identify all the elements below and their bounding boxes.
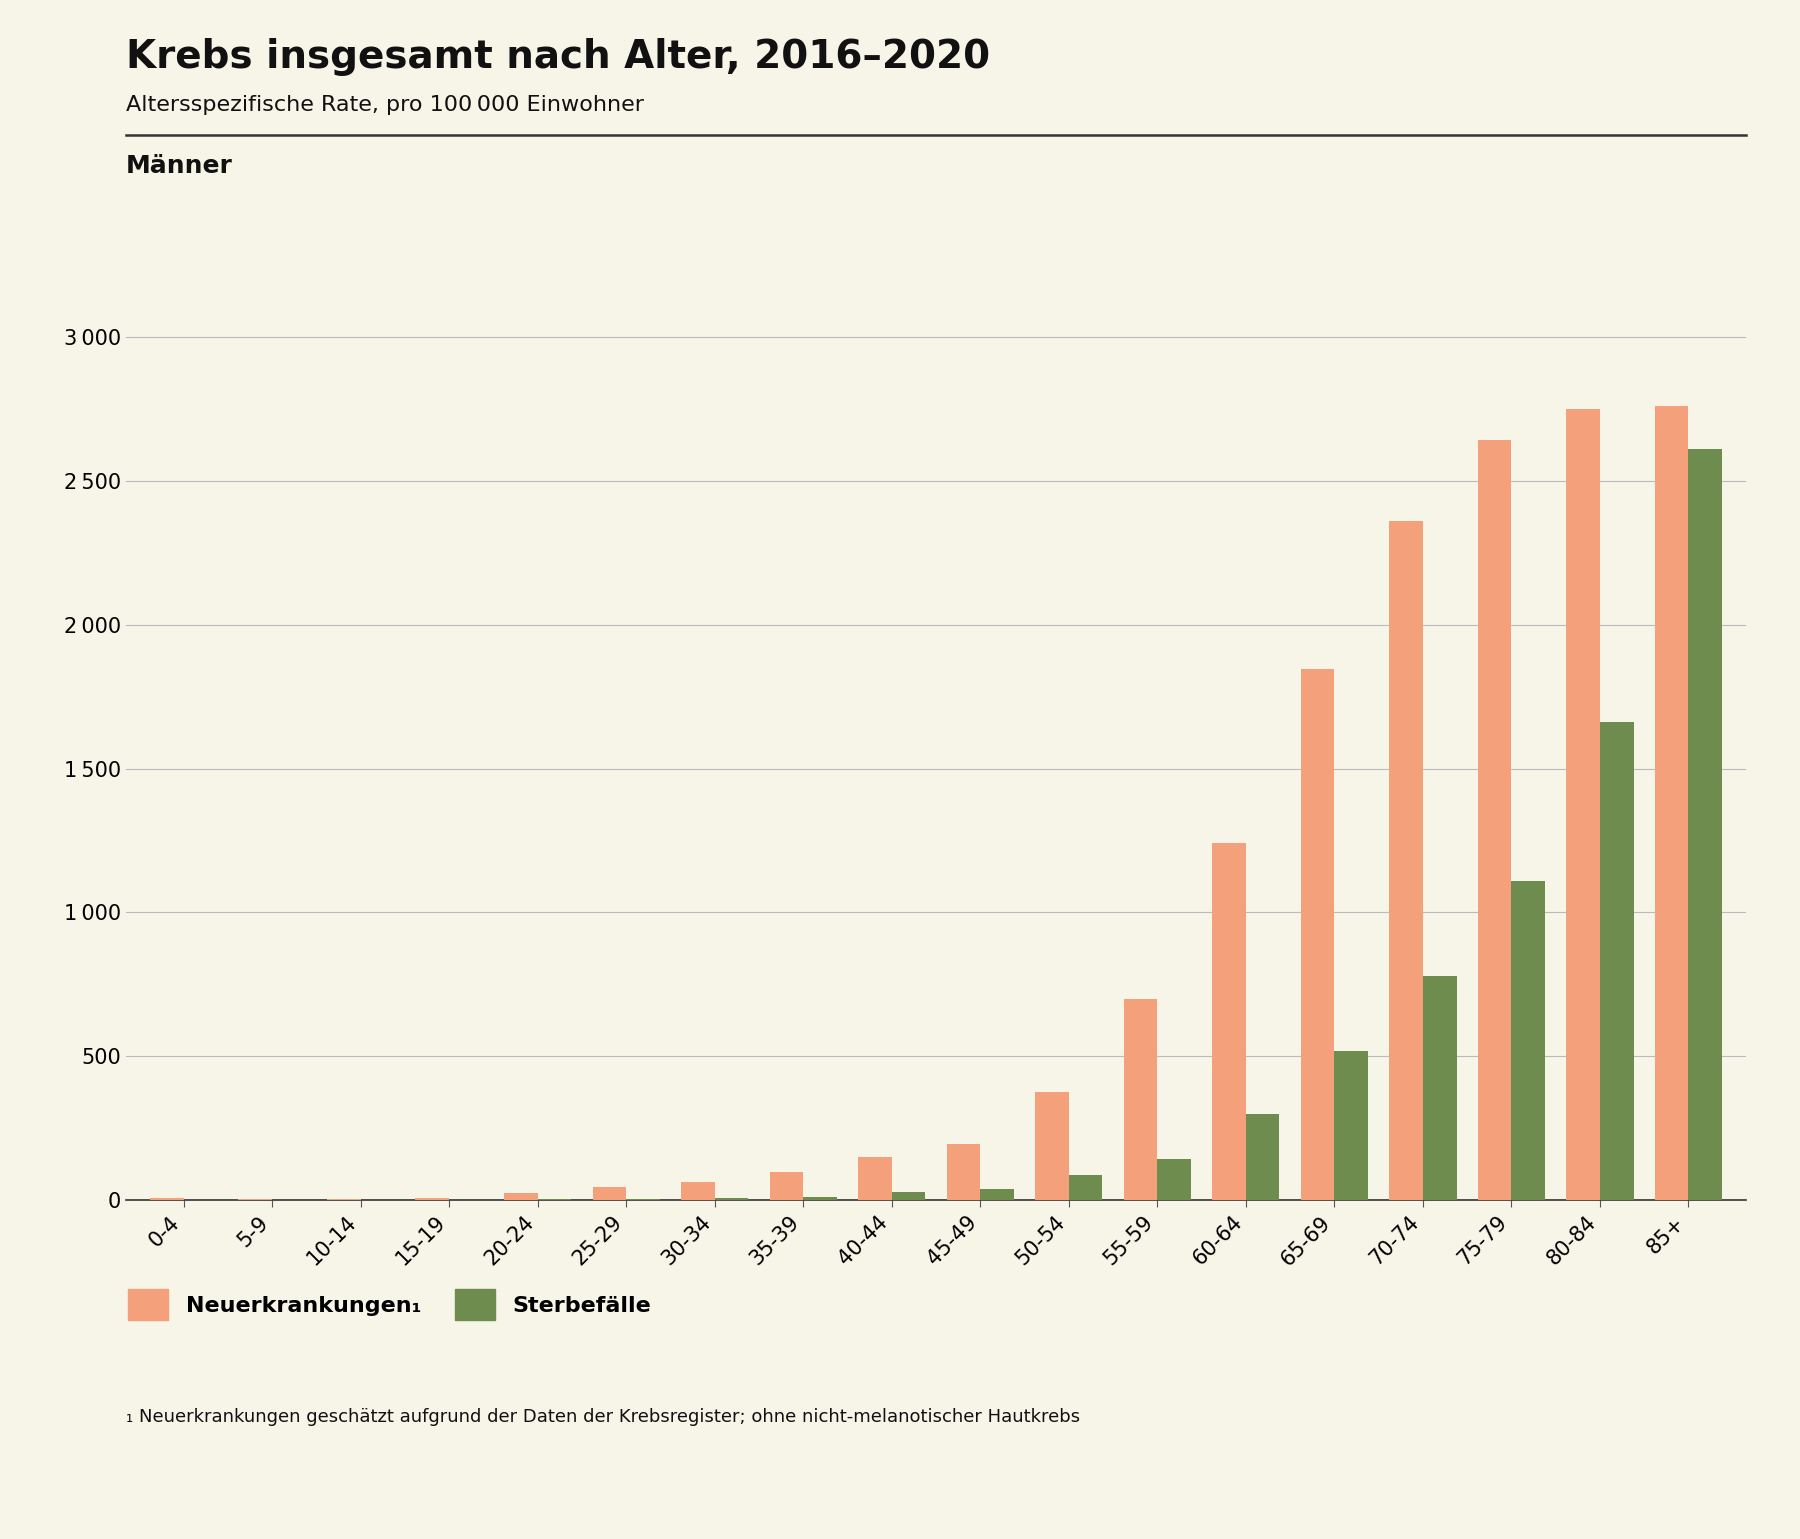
Bar xyxy=(592,1188,626,1200)
Bar xyxy=(1512,880,1544,1200)
Bar xyxy=(504,1193,538,1200)
Bar xyxy=(1211,843,1246,1200)
Text: Krebs insgesamt nach Alter, 2016–2020: Krebs insgesamt nach Alter, 2016–2020 xyxy=(126,38,990,77)
Bar xyxy=(1566,408,1600,1200)
Bar xyxy=(859,1157,891,1200)
Bar xyxy=(1600,722,1634,1200)
Bar xyxy=(416,1199,450,1200)
Bar xyxy=(1334,1051,1368,1200)
Bar xyxy=(770,1171,803,1200)
Text: Männer: Männer xyxy=(126,154,232,179)
Bar xyxy=(1390,520,1422,1200)
Bar xyxy=(891,1191,925,1200)
Bar xyxy=(981,1190,1013,1200)
Bar xyxy=(1478,440,1512,1200)
Bar xyxy=(1422,976,1456,1200)
Bar xyxy=(1246,1114,1280,1200)
Bar xyxy=(715,1199,749,1200)
Bar xyxy=(680,1182,715,1200)
Bar xyxy=(803,1197,837,1200)
Bar xyxy=(1035,1093,1069,1200)
Legend: Neuerkrankungen₁, Sterbefälle: Neuerkrankungen₁, Sterbefälle xyxy=(128,1288,652,1320)
Text: ₁ Neuerkrankungen geschätzt aufgrund der Daten der Krebsregister; ohne nicht-mel: ₁ Neuerkrankungen geschätzt aufgrund der… xyxy=(126,1408,1080,1427)
Bar xyxy=(1157,1159,1192,1200)
Text: Altersspezifische Rate, pro 100 000 Einwohner: Altersspezifische Rate, pro 100 000 Einw… xyxy=(126,95,644,115)
Bar xyxy=(1123,999,1157,1200)
Bar xyxy=(1688,449,1723,1200)
Bar xyxy=(947,1145,981,1200)
Bar xyxy=(149,1199,184,1200)
Bar xyxy=(1069,1174,1102,1200)
Bar xyxy=(1654,406,1688,1200)
Bar xyxy=(1301,669,1334,1200)
